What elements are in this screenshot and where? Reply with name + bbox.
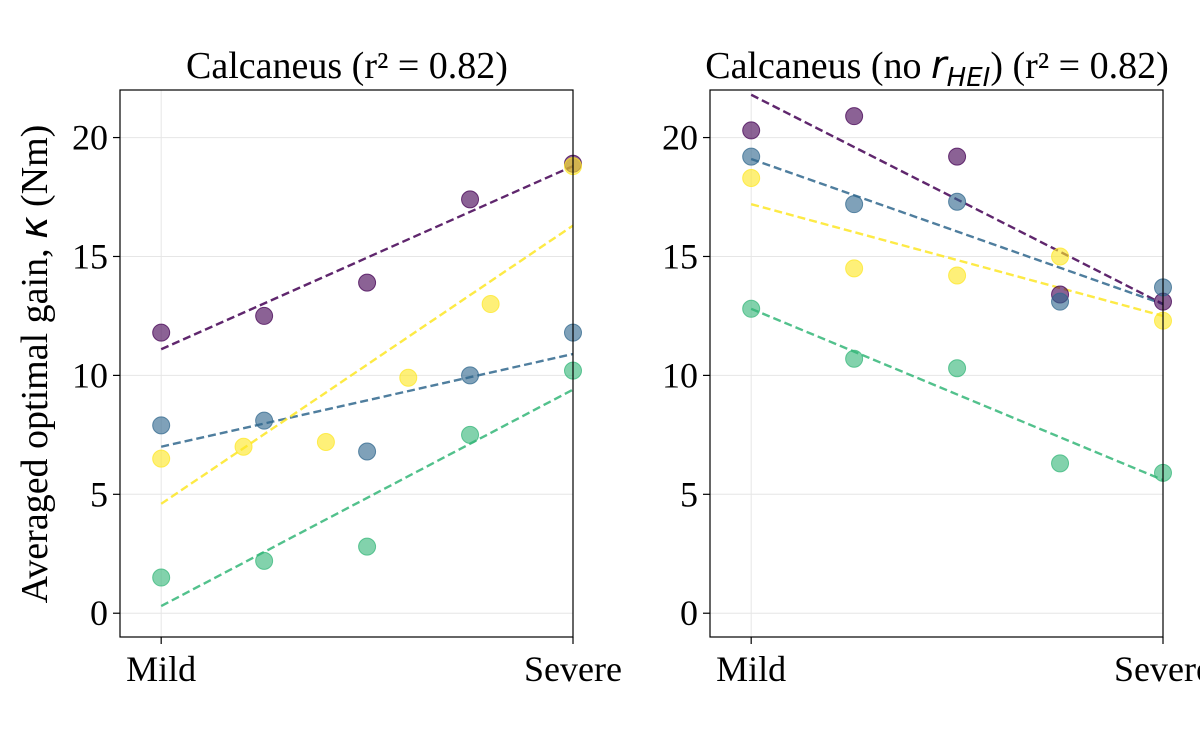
right-axes-frame (709, 89, 1164, 638)
y-tick-label: 5 (680, 474, 698, 514)
series-yellow-point (152, 449, 171, 468)
series-yellow-trendline (750, 202, 1164, 318)
x-tick-label: Severe (1114, 649, 1200, 689)
y-tick-label: 20 (72, 118, 108, 158)
series-blue-point (152, 416, 171, 435)
series-green-point (948, 359, 967, 378)
series-blue-trendline (160, 352, 574, 448)
series-blue-point (1051, 292, 1070, 311)
left-panel: Calcaneus (r² = 0.82) Averaged optimal g… (12, 45, 622, 689)
series-purple-point (255, 306, 274, 325)
y-tick-label: 20 (662, 118, 698, 158)
right-chart-title: Calcaneus (no rHEI) (r² = 0.82) (705, 43, 1169, 93)
y-tick-label: 10 (72, 355, 108, 395)
series-green-point (255, 551, 274, 570)
series-yellow-point (1051, 247, 1070, 266)
series-yellow-trendline (160, 224, 574, 505)
series-yellow-point (948, 266, 967, 285)
series-yellow-point (399, 368, 418, 387)
y-tick-label: 5 (90, 474, 108, 514)
series-blue-point (461, 366, 480, 385)
series-blue-point (358, 442, 377, 461)
right-points (742, 107, 1172, 482)
series-purple-point (845, 107, 864, 126)
series-green-point (358, 537, 377, 556)
series-purple-point (358, 273, 377, 292)
series-blue-point (948, 192, 967, 211)
x-tick-label: Mild (716, 649, 786, 689)
y-tick-label: 15 (72, 236, 108, 276)
left-trendlines (160, 165, 574, 608)
series-green-trendline (160, 388, 574, 608)
left-grid (120, 90, 574, 637)
y-axis-label: Averaged optimal gain, κ (Nm) (12, 125, 56, 604)
series-purple-point (461, 190, 480, 209)
y-tick-label: 0 (90, 593, 108, 633)
series-purple-point (948, 147, 967, 166)
left-ticks: 0 5 10 15 20 Mild Severe (72, 118, 622, 689)
series-yellow-point (316, 432, 335, 451)
series-green-point (461, 425, 480, 444)
series-purple-point (152, 323, 171, 342)
series-yellow-point (742, 168, 761, 187)
right-panel: Calcaneus (no rHEI) (r² = 0.82) 0 5 10 15 20… (662, 43, 1200, 689)
left-points (152, 154, 582, 587)
series-purple-point (742, 121, 761, 140)
y-tick-label: 10 (662, 355, 698, 395)
y-tick-label: 0 (680, 593, 698, 633)
series-blue-point (742, 147, 761, 166)
series-green-point (152, 568, 171, 587)
x-tick-label: Mild (126, 649, 196, 689)
series-green-point (1051, 454, 1070, 473)
right-grid (710, 90, 1164, 637)
series-yellow-point (481, 295, 500, 314)
left-chart-title: Calcaneus (r² = 0.82) (186, 45, 508, 87)
series-green-point (742, 299, 761, 318)
series-green-point (845, 349, 864, 368)
series-purple-trendline (160, 165, 574, 351)
series-yellow-point (234, 437, 253, 456)
x-tick-label: Severe (524, 649, 622, 689)
series-green-trendline (750, 307, 1164, 482)
series-blue-point (255, 411, 274, 430)
series-blue-point (845, 195, 864, 214)
y-tick-label: 15 (662, 236, 698, 276)
left-axes-frame (119, 89, 574, 638)
right-ticks: 0 5 10 15 20 Mild Severe (662, 118, 1200, 689)
series-blue-trendline (750, 157, 1164, 306)
series-yellow-point (845, 259, 864, 278)
